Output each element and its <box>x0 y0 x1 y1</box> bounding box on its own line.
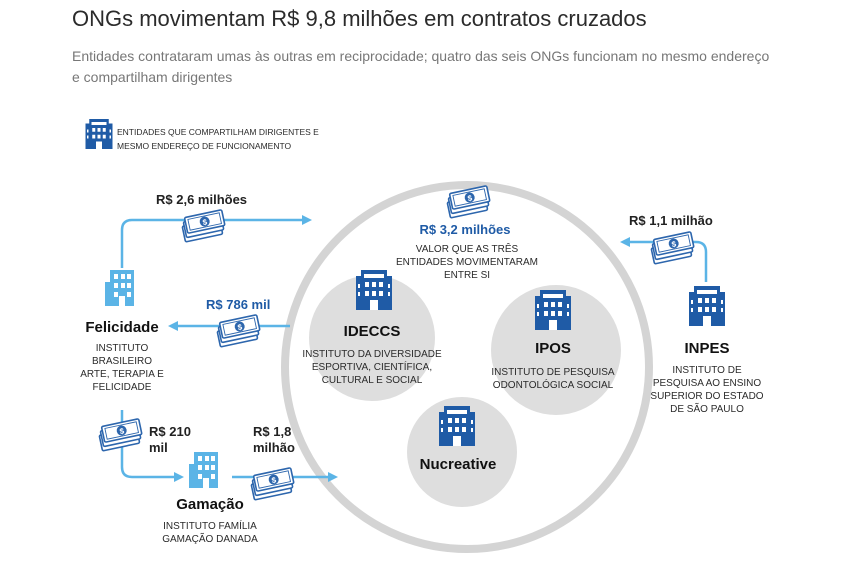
flow-felicidade-to-circle <box>120 218 304 268</box>
flow-lines <box>120 218 708 479</box>
inpes-name: INPES <box>684 340 730 357</box>
amount-gamacao-to-circle: R$ 1,8 milhão <box>253 424 295 455</box>
flow-inpes-to-circle <box>628 240 708 282</box>
amount-felicidade-to-gamacao: R$ 210 mil <box>149 424 191 455</box>
ideccs-name: IDECCS <box>343 323 401 340</box>
ipos-bubble <box>491 285 621 415</box>
nucreative-bubble <box>407 397 517 507</box>
page-subtitle: Entidades contrataram umas às outras em … <box>72 48 770 85</box>
flow-felicidade-to-gamacao <box>120 410 176 479</box>
within-circle-description: VALOR QUE AS TRÊS ENTIDADES MOVIMENTARAM… <box>395 244 539 281</box>
inpes-description: INSTITUTO DE PESQUISA AO ENSINO SUPERIOR… <box>650 365 764 415</box>
amount-circle-to-felicidade: R$ 786 mil <box>206 297 271 312</box>
page-title: ONGs movimentam R$ 9,8 milhões em contra… <box>72 6 647 31</box>
money-icon <box>96 417 145 452</box>
amount-felicidade-to-circle: R$ 2,6 milhões <box>156 192 248 207</box>
amount-within-circle: R$ 3,2 milhões <box>419 222 511 237</box>
legend-label: ENTIDADES QUE COMPARTILHAM DIRIGENTES E … <box>117 127 319 151</box>
amount-inpes-to-circle: R$ 1,1 milhão <box>629 213 713 228</box>
felicidade-name: Felicidade <box>85 319 159 336</box>
ideccs-bubble <box>309 275 435 401</box>
felicidade-description: INSTITUTO BRASILEIRO ARTE, TERAPIA E FEL… <box>80 343 164 393</box>
arrowheads <box>168 215 630 482</box>
money-icon <box>648 230 697 265</box>
felicidade-building-icon <box>105 270 134 306</box>
ipos-building-icon <box>535 290 571 330</box>
nucreative-name: Nucreative <box>419 456 497 473</box>
ideccs-building-icon <box>356 270 392 310</box>
inpes-building-icon <box>689 286 725 326</box>
ideccs-description: INSTITUTO DA DIVERSIDADE ESPORTIVA, CIEN… <box>302 349 442 386</box>
gamacao-name: Gamação <box>176 496 244 513</box>
money-icon <box>214 313 263 348</box>
gamacao-building-icon <box>189 452 218 488</box>
legend-building-icon <box>85 119 113 149</box>
money-icon <box>179 208 228 243</box>
ipos-description: INSTITUTO DE PESQUISA ODONTOLÓGICA SOCIA… <box>491 367 615 391</box>
gamacao-description: INSTITUTO FAMÍLIA GAMAÇÃO DANADA <box>162 521 258 545</box>
nucreative-building-icon <box>439 406 475 446</box>
ipos-name: IPOS <box>535 340 571 357</box>
